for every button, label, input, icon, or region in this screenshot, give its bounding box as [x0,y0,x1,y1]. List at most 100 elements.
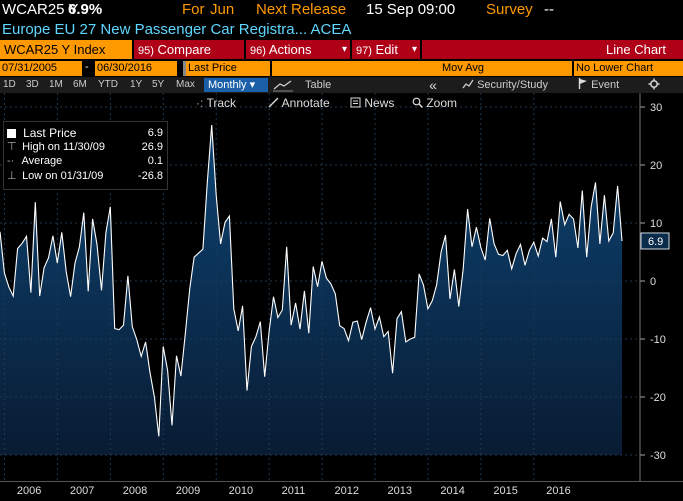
edit-number: 97) [356,45,372,57]
collapse-icon[interactable]: « [416,78,450,92]
y-tick-label: -30 [650,450,666,462]
edit-button[interactable]: 97) Edit ▾ [352,40,420,59]
lower-chart-select[interactable]: No Lower Chart [574,61,683,76]
annotate-icon [268,97,279,108]
x-tick-label: 2011 [281,485,306,497]
survey-label: Survey [486,1,533,18]
field-value: Last Price [188,62,237,74]
lower-chart-value: No Lower Chart [576,62,654,74]
compare-number: 95) [138,45,154,57]
zoom-button[interactable]: Zoom [412,95,472,112]
legend-last-price[interactable]: Last Price 6.9 [7,126,165,140]
period-1m-button[interactable]: 1M [49,79,63,90]
y-tick-label: 30 [650,102,662,114]
security-header: WCAR25 Y 6.9% For Jun Next Release 15 Se… [0,0,683,20]
actions-button[interactable]: 96) Actions ▾ [246,40,350,59]
chart-toolbar: ·: Track Annotate News Zoom [0,93,683,114]
event-label: Event [591,79,620,91]
menu-bar: WCAR25 Y Index 95) Compare 96) Actions ▾… [0,40,683,59]
period-ytd-button[interactable]: YTD [98,79,118,90]
edit-label: Edit [375,42,398,57]
frequency-label: Monthly [208,79,247,91]
period-5y-button[interactable]: 5Y [152,79,165,90]
field-select[interactable]: Last Price [186,61,270,76]
legend-average: -· Average 0.1 [7,154,165,168]
area-fill [0,125,622,455]
last-value-label: 6.9 [648,236,663,248]
flag-icon [578,78,587,89]
edit-dropdown-icon: ▾ [411,44,417,55]
for-label: For [182,1,205,18]
actions-dropdown-icon: ▾ [341,44,347,55]
track-button[interactable]: ·: Track [196,95,260,112]
period-6m-button[interactable]: 6M [73,79,87,90]
x-axis: 2006 2007 2008 2009 2010 2011 2012 2013 2014 2015… [0,481,683,501]
x-tick-label: 2015 [493,485,518,497]
low-marker-icon: ⊥ [7,170,17,182]
annotate-label: Annotate [281,96,330,110]
frequency-dropdown-icon: ▾ [249,79,256,91]
period-bar: 1D 3D 1M 6M YTD 1Y 5Y Max Monthly ▾ Table « Sec… [0,77,683,93]
period-max-button[interactable]: Max [176,79,195,90]
ticker: WCAR25 Y [2,1,79,18]
x-tick-label: 2008 [122,485,148,497]
event-button[interactable]: Event [578,78,638,92]
x-tick-label: 2007 [69,485,95,497]
period-3d-button[interactable]: 3D [26,79,39,90]
zoom-label: Zoom [426,96,458,110]
security-study-label: Security/Study [477,79,548,91]
series-line [0,124,623,437]
y-tick-label: 10 [650,218,662,230]
x-tick-label: 2014 [440,485,465,497]
y-axis: 30 20 10 0 -10 -20 -30 6.9 [639,93,670,481]
x-tick-label: 2010 [228,485,254,497]
input-bar: 07/31/2005 - 06/30/2016 Last Price Mov A… [0,60,683,77]
news-label: News [364,96,395,110]
compare-button[interactable]: 95) Compare [134,40,244,59]
line-chart-icon[interactable] [272,78,298,92]
last-value-box [640,232,670,250]
average-marker-icon: -· [7,155,15,167]
period-1d-button[interactable]: 1D [3,79,16,90]
news-button[interactable]: News [350,95,402,112]
x-tick-label: 2009 [175,485,201,497]
legend-average-label: Average [21,155,63,167]
current-value: 6.9% [68,1,103,18]
chart-type-button[interactable]: Line Chart [422,40,683,59]
x-tick-label: 2012 [334,485,360,497]
compare-label: Compare [157,42,211,57]
collapse-glyph: « [429,77,437,93]
legend-low: ⊥ Low on 01/31/09 -26.8 [7,169,165,183]
start-date-value: 07/31/2005 [2,62,58,74]
y-tick-label: -20 [650,392,666,404]
end-date-value: 06/30/2016 [97,62,153,74]
actions-number: 96) [250,45,266,57]
frequency-select[interactable]: Monthly ▾ [204,78,268,92]
period-1y-button[interactable]: 1Y [130,79,143,90]
index-field[interactable]: WCAR25 Y Index [0,40,132,59]
table-label: Table [305,79,332,91]
next-release-value: 15 Sep 09:00 [366,1,456,18]
legend-high: ⊤ High on 11/30/09 26.9 [7,140,165,154]
survey-value: -- [544,1,554,18]
y-tick-label: 0 [650,276,656,288]
legend-low-value: -26.8 [137,170,163,182]
end-date-field[interactable]: 06/30/2016 [95,61,177,76]
study-select[interactable]: Mov Avg [272,61,572,76]
table-button[interactable]: Table [300,78,342,92]
annotate-button[interactable]: Annotate [268,95,340,112]
security-study-button[interactable]: Security/Study [462,78,562,92]
study-value: Mov Avg [442,62,484,74]
legend-high-value: 26.9 [141,141,163,153]
chart-legend: Last Price 6.9 ⊤ High on 11/30/09 26.9 -… [3,121,168,190]
start-date-field[interactable]: 07/31/2005 [0,61,82,76]
gear-icon[interactable] [648,78,664,92]
security-description: Europe EU 27 New Passenger Car Registra.… [2,21,352,38]
chart-type-label: Line Chart [606,42,666,57]
track-label: Track [206,96,237,110]
legend-low-label: Low on 01/31/09 [22,170,104,182]
index-label: WCAR25 Y Index [4,42,106,57]
x-tick-label: 2006 [16,485,42,497]
track-icon: ·: [196,96,204,110]
security-study-icon [462,79,474,89]
